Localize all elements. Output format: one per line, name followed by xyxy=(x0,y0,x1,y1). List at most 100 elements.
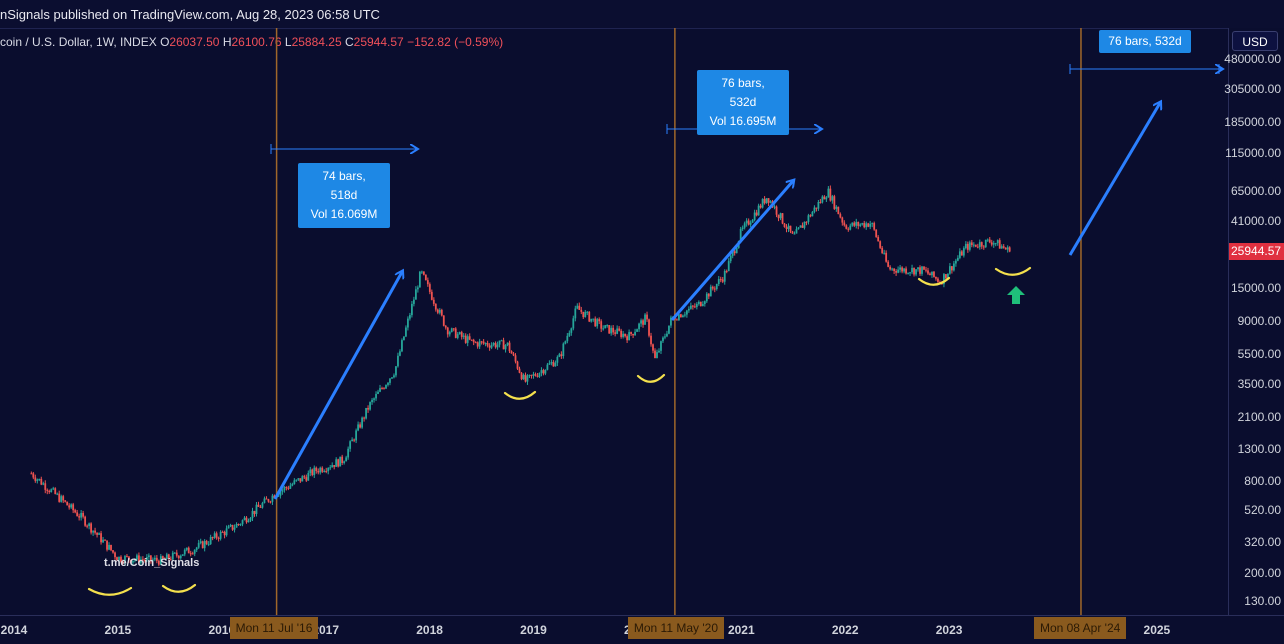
candle-body xyxy=(727,261,730,272)
candle-body xyxy=(167,554,170,559)
candle-body xyxy=(466,336,469,343)
candle-body xyxy=(48,490,51,493)
candle-body xyxy=(534,374,537,376)
candle-body xyxy=(572,318,575,329)
candle-body xyxy=(138,555,140,563)
candle-body xyxy=(94,530,96,533)
candle-body xyxy=(526,375,529,382)
candle-body xyxy=(968,242,971,250)
candle-body xyxy=(281,490,284,492)
candle-body xyxy=(440,309,443,316)
measure-box-1[interactable]: 74 bars, 518d Vol 16.069M xyxy=(298,163,390,228)
candle-body xyxy=(277,495,280,497)
candle-body xyxy=(112,550,114,553)
candle-body xyxy=(147,555,150,558)
candle-body xyxy=(159,556,162,565)
candle-body xyxy=(749,222,752,225)
candle-body xyxy=(829,188,832,201)
candle-body xyxy=(777,214,780,219)
candle-body xyxy=(446,327,449,335)
candle-body xyxy=(289,485,292,489)
price-chart[interactable] xyxy=(0,28,1228,615)
candle-body xyxy=(538,373,541,377)
candle-body xyxy=(201,541,204,549)
candle-body xyxy=(245,517,248,523)
price-tick: 9000.00 xyxy=(1237,314,1281,329)
currency-button[interactable]: USD xyxy=(1232,31,1278,51)
candle-body xyxy=(263,498,266,504)
candle-body xyxy=(217,537,220,539)
candle-body xyxy=(556,356,559,363)
candle-body xyxy=(789,225,792,232)
candle-body xyxy=(723,271,726,282)
candle-body xyxy=(259,506,262,508)
candle-body xyxy=(925,269,927,271)
candle-body xyxy=(683,314,686,316)
time-axis[interactable]: 2014201520162017201820192020202120222023… xyxy=(0,615,1284,644)
candle-body xyxy=(815,207,818,209)
candle-body xyxy=(359,424,361,428)
candle-body xyxy=(522,374,525,380)
candle-body xyxy=(861,223,864,225)
candle-body xyxy=(680,314,682,318)
candle-body xyxy=(859,224,862,226)
candle-body xyxy=(801,225,804,228)
price-axis[interactable]: 480000.00 305000.00 185000.00 115000.00 6500… xyxy=(1224,28,1284,615)
candle-body xyxy=(560,354,563,357)
candle-body xyxy=(452,328,455,330)
candle-body xyxy=(223,531,226,536)
candle-body xyxy=(62,496,65,501)
candle-body xyxy=(867,223,870,227)
candle-body xyxy=(602,328,605,330)
candle-body xyxy=(183,549,186,555)
candle-body xyxy=(325,470,328,472)
candle-body xyxy=(458,332,461,335)
candle-body xyxy=(171,552,174,560)
candle-body xyxy=(715,284,718,290)
measure-box-2[interactable]: 76 bars, 532d Vol 16.695M xyxy=(697,70,789,135)
candle-body xyxy=(949,266,951,274)
candle-body xyxy=(319,467,322,473)
candle-body xyxy=(173,552,176,554)
year-tick: 2025 xyxy=(1143,623,1171,637)
candle-body xyxy=(80,512,83,518)
candle-body xyxy=(36,479,39,481)
candle-body xyxy=(891,268,894,270)
candle-body xyxy=(369,402,371,410)
candle-body xyxy=(506,342,509,346)
candle-body xyxy=(391,377,393,379)
candle-body xyxy=(863,223,866,228)
candle-body xyxy=(416,287,419,290)
measure-box-3[interactable]: 76 bars, 532d xyxy=(1099,30,1191,53)
year-tick: 2022 xyxy=(831,623,859,637)
candle-body xyxy=(616,328,619,334)
candle-body xyxy=(747,220,750,225)
candle-body xyxy=(329,467,332,469)
candle-body xyxy=(988,239,991,243)
candle-body xyxy=(498,340,501,345)
candle-body xyxy=(733,251,736,254)
candle-body xyxy=(151,559,154,561)
symbol-name[interactable]: coin / U.S. Dollar, 1W, INDEX xyxy=(0,35,157,49)
candle-body xyxy=(614,332,617,334)
candle-body xyxy=(444,325,447,328)
candle-body xyxy=(122,561,124,563)
candle-body xyxy=(462,335,465,337)
candle-body xyxy=(88,523,91,527)
candle-body xyxy=(767,198,770,203)
candle-body xyxy=(687,308,690,311)
candle-body xyxy=(638,323,640,330)
candle-body xyxy=(428,284,431,292)
open-label: O xyxy=(160,35,170,49)
candle-body xyxy=(418,271,421,288)
candle-body xyxy=(395,366,397,376)
top-bar: nSignals published on TradingView.com, A… xyxy=(0,0,1284,29)
candle-body xyxy=(952,263,955,271)
candle-body xyxy=(124,556,126,563)
candle-body xyxy=(283,487,286,491)
candle-body xyxy=(221,531,224,533)
candle-body xyxy=(58,493,61,502)
candle-body xyxy=(604,325,607,329)
candle-body xyxy=(185,547,188,550)
candle-body xyxy=(191,553,194,555)
